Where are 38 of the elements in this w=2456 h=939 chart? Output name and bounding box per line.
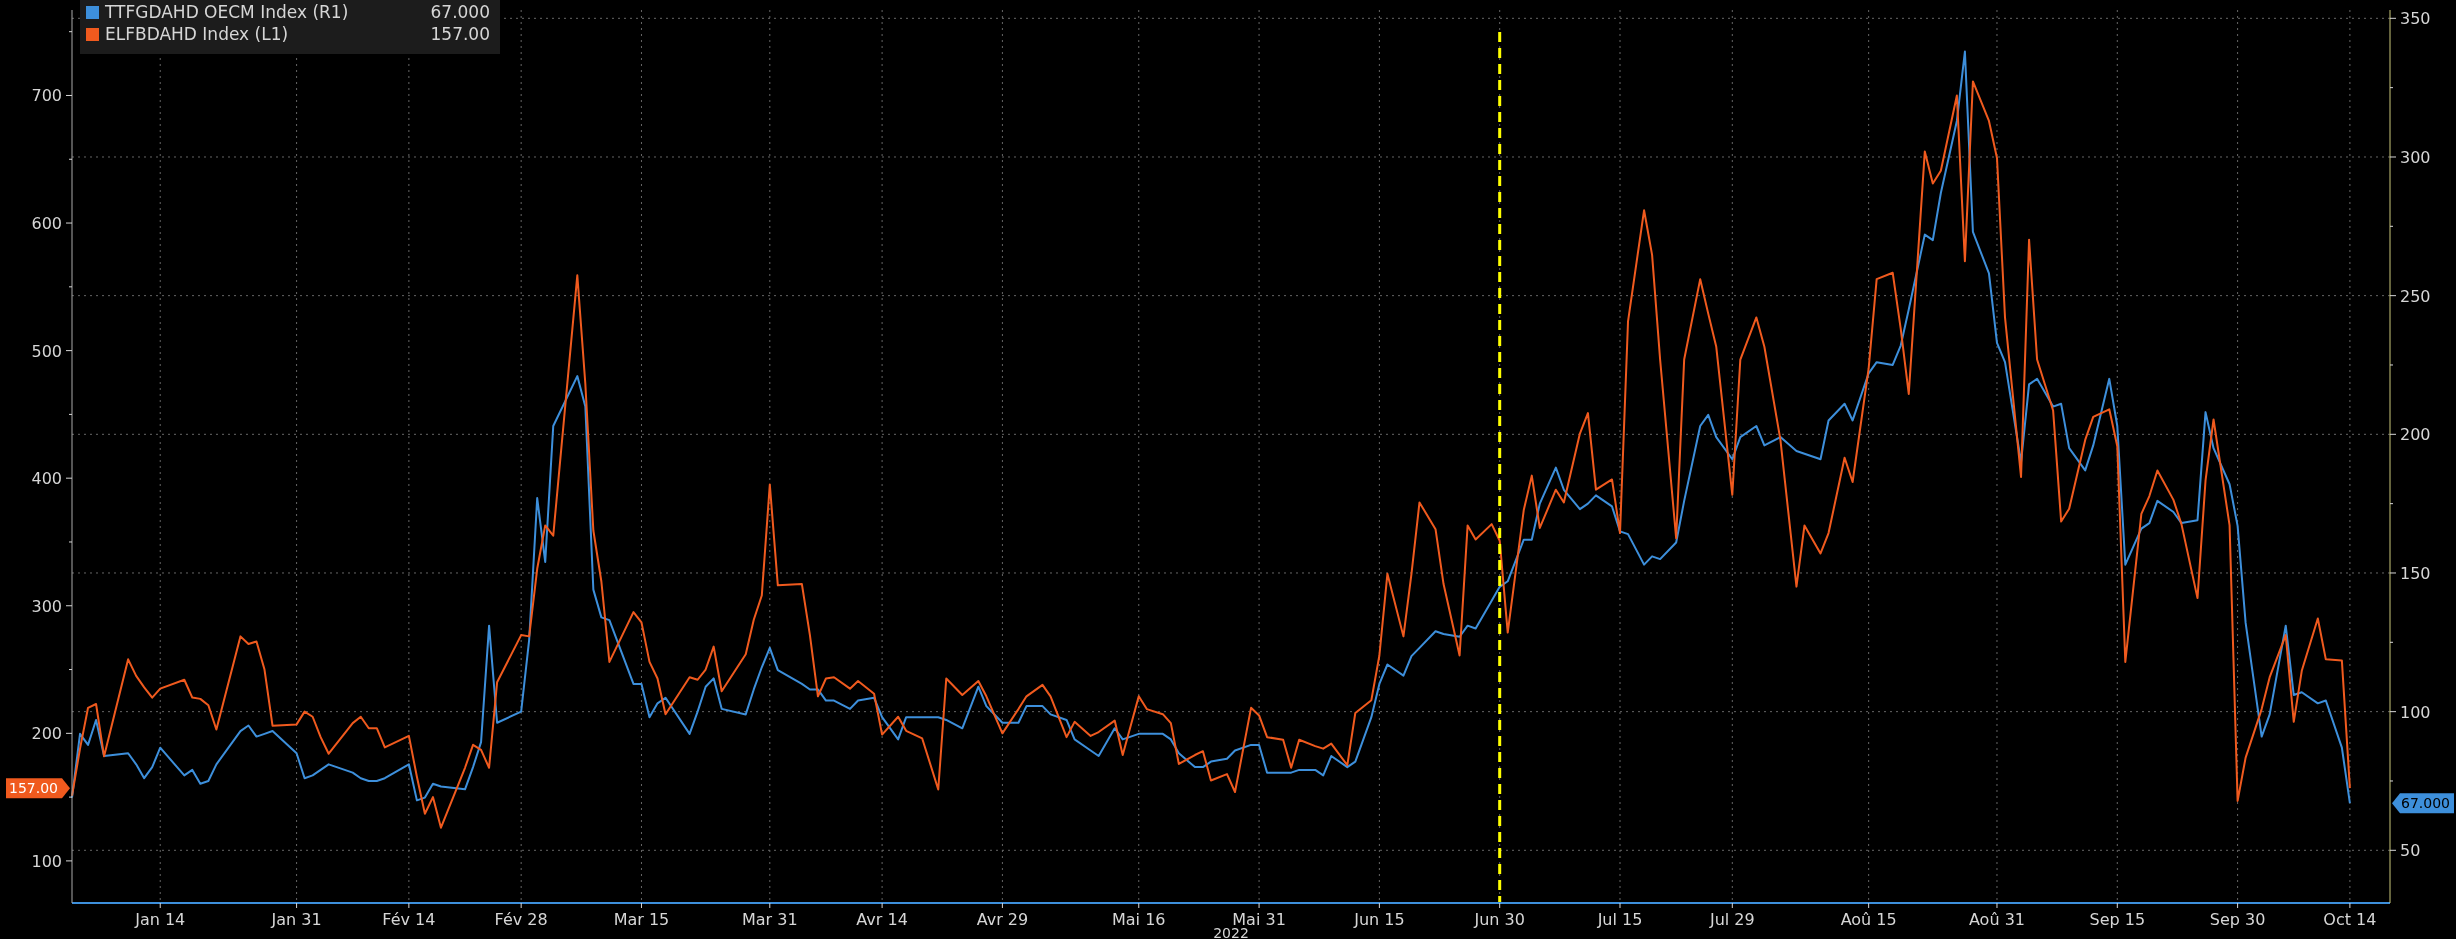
x-tick-label: Jun 30: [1473, 910, 1525, 929]
y-tick-label: 600: [31, 214, 62, 234]
x-tick-label: Aoû 15: [1840, 910, 1897, 929]
annotation: 157.00: [430, 24, 490, 44]
y2-tick-label: 350: [2400, 9, 2431, 29]
y2-tick-label: 100: [2400, 702, 2431, 722]
x-tick-label: Mai 16: [1112, 910, 1166, 929]
x-tick-label: Jan 31: [270, 910, 322, 929]
x-tick-label: Jul 15: [1596, 910, 1643, 929]
x-tick-label: Mar 15: [613, 910, 670, 929]
legend-label: TTFGDAHD OECM Index (R1): [104, 2, 349, 22]
y2-tick-label: 300: [2400, 147, 2431, 167]
y2-tick-label: 50: [2400, 841, 2421, 861]
y-tick-label: 700: [31, 86, 62, 106]
text: 67.000: [2401, 795, 2450, 812]
x-tick-label: Aoû 31: [1968, 910, 2026, 929]
y-tick-label: 300: [31, 596, 62, 616]
x-tick-label: Fév 28: [494, 910, 548, 929]
x-tick-label: Oct 14: [2323, 910, 2377, 929]
y-tick-label: 500: [31, 341, 62, 361]
x-tick-label: Avr 29: [976, 910, 1029, 929]
legend-label: ELFBDAHD Index (L1): [105, 24, 289, 44]
x-tick-label: Jul 29: [1708, 910, 1755, 929]
x-tick-label: Fév 14: [382, 910, 436, 929]
x-tick-label: Mar 31: [741, 910, 798, 929]
text: 157.00: [9, 780, 58, 797]
annotation: 67.000: [430, 2, 490, 22]
x-tick-label: Sep 15: [2089, 910, 2146, 929]
x-tick-label: Jun 15: [1353, 910, 1405, 929]
y-tick-label: 400: [31, 469, 62, 489]
x-tick-label: Avr 14: [856, 910, 908, 929]
y-tick-label: 100: [31, 851, 62, 871]
y2-tick-label: 200: [2400, 425, 2431, 445]
y-tick-label: 200: [31, 724, 62, 744]
x-tick-label: Jan 14: [134, 910, 186, 929]
x-tick-label: Sep 30: [2209, 910, 2266, 929]
y2-tick-label: 250: [2400, 286, 2431, 306]
y2-tick-label: 150: [2400, 563, 2431, 583]
